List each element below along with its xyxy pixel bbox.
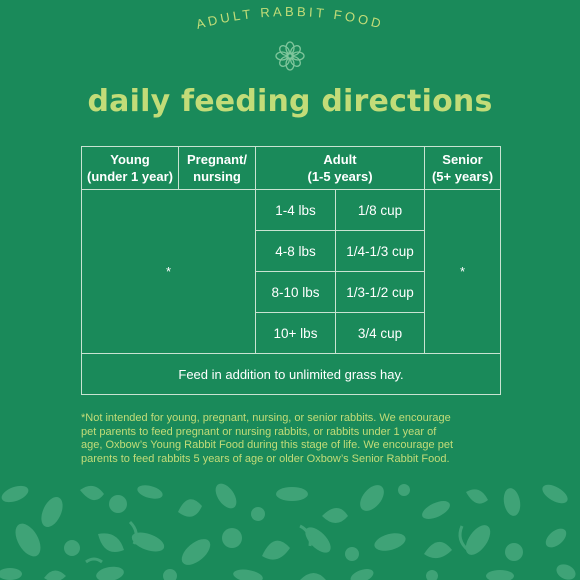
- table-row: 8-10 lbs 1/3-1/2 cup: [82, 271, 501, 313]
- leaf-pattern: [0, 483, 576, 580]
- svg-text:ADULT RABBIT FOOD: ADULT RABBIT FOOD: [194, 4, 385, 32]
- table-note-row: Feed in addition to unlimited grass hay.: [80, 353, 502, 395]
- footnote-line: parents to feed rabbits 5 years of age o…: [81, 452, 450, 465]
- col-header-pregnant-line1: Pregnant/: [187, 152, 247, 167]
- footnote-line: age, Oxbow’s Young Rabbit Food during th…: [81, 439, 454, 452]
- col-header-young-line2: (under 1 year): [87, 169, 173, 184]
- col-header-adult-line2: (1-5 years): [307, 169, 373, 184]
- senior-cell: *: [424, 189, 502, 354]
- table-header-row: Young (under 1 year) Pregnant/ nursing A…: [81, 146, 502, 190]
- arc-title: ADULT RABBIT FOOD: [194, 4, 385, 32]
- col-header-senior-line1: Senior: [442, 152, 483, 167]
- weight-cell: 10+ lbs: [255, 312, 336, 354]
- weight-cell: 8-10 lbs: [255, 271, 336, 313]
- footnote-line: pet parents to feed pregnant or nursing …: [81, 425, 437, 438]
- amount-cell: 1/3-1/2 cup: [334, 271, 426, 313]
- table-row: 4-8 lbs 1/4-1/3 cup: [82, 230, 501, 272]
- amount-cell: 1/4-1/3 cup: [334, 230, 426, 272]
- table-row: * 1-4 lbs 1/8 cup *: [81, 189, 502, 354]
- col-header-adult-line1: Adult: [323, 152, 357, 167]
- page-title: daily feeding directions: [87, 84, 493, 119]
- col-header-pregnant-line2: nursing: [193, 169, 241, 184]
- col-header-senior: Senior (5+ years): [424, 146, 502, 190]
- col-header-pregnant: Pregnant/ nursing: [178, 146, 256, 190]
- col-header-adult: Adult (1-5 years): [254, 146, 426, 190]
- feeding-table: Young (under 1 year) Pregnant/ nursing A…: [80, 146, 502, 395]
- amount-cell: 3/4 cup: [334, 312, 426, 354]
- table-row: 10+ lbs 3/4 cup: [82, 312, 501, 354]
- footnote-line: *Not intended for young, pregnant, nursi…: [81, 412, 451, 424]
- footnote: *Not intended for young, pregnant, nursi…: [81, 412, 511, 466]
- weight-cell: 1-4 lbs: [255, 189, 336, 231]
- arc-title-text: ADULT RABBIT FOOD: [194, 4, 382, 32]
- amount-cell: 1/8 cup: [334, 189, 426, 231]
- flower-icon: [275, 41, 305, 71]
- col-header-young: Young (under 1 year): [81, 146, 179, 190]
- young-pregnant-cell: *: [81, 189, 256, 354]
- weight-cell: 4-8 lbs: [255, 230, 336, 272]
- col-header-young-line1: Young: [110, 152, 150, 167]
- col-header-senior-line2: (5+ years): [431, 169, 494, 184]
- hay-note: Feed in addition to unlimited grass hay.: [80, 353, 502, 395]
